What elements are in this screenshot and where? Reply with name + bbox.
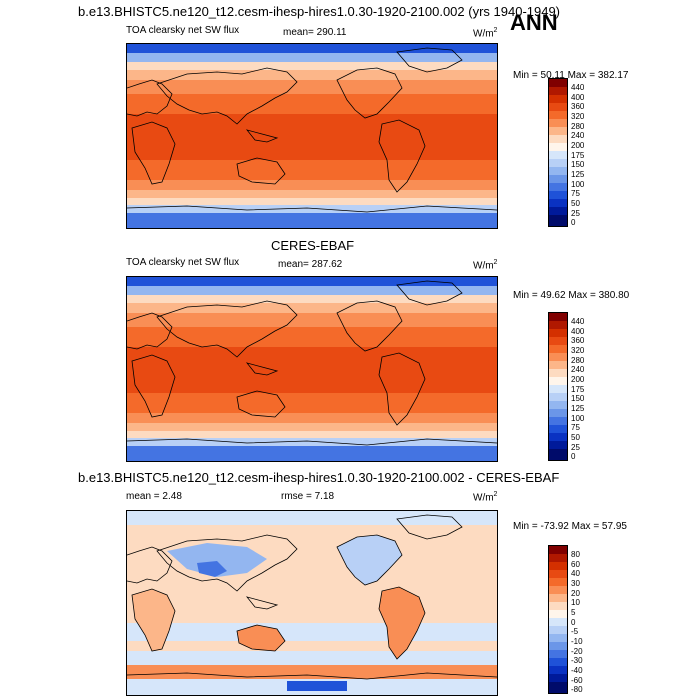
- colorbar-tick: 240: [571, 365, 585, 374]
- colorbar-tick: 400: [571, 327, 585, 336]
- panel-obs-map: [126, 276, 498, 462]
- panel-model-minmax: Min = 50.11 Max = 382.17: [513, 70, 629, 81]
- figure-title: b.e13.BHISTC5.ne120_t12.cesm-ihesp-hires…: [78, 4, 561, 19]
- colorbar-tick: 75: [571, 189, 580, 198]
- colorbar-tick: 30: [571, 579, 580, 588]
- colorbar-tick: 175: [571, 385, 585, 394]
- colorbar-tick: -80: [571, 685, 583, 694]
- panel-diff-rmse: rmse = 7.18: [281, 491, 335, 502]
- panel-obs-title: CERES-EBAF: [271, 238, 355, 253]
- panel-model-mean: mean= 290.11: [283, 27, 347, 38]
- panel-obs-colorbar: [548, 312, 568, 461]
- colorbar-tick: -60: [571, 676, 583, 685]
- colorbar-tick: 150: [571, 160, 585, 169]
- colorbar-tick: 60: [571, 560, 580, 569]
- colorbar-tick: -40: [571, 666, 583, 675]
- colorbar-tick: -30: [571, 656, 583, 665]
- panel-diff-title: b.e13.BHISTC5.ne120_t12.cesm-ihesp-hires…: [78, 470, 560, 485]
- colorbar-tick: 25: [571, 209, 580, 218]
- colorbar-tick: 280: [571, 356, 585, 365]
- panel-diff-units: W/m2: [473, 491, 498, 504]
- colorbar-tick: 40: [571, 569, 580, 578]
- colorbar-tick: 175: [571, 151, 585, 160]
- panel-diff-colorbar: [548, 545, 568, 694]
- panel-model-units: W/m2: [473, 27, 498, 40]
- colorbar-tick: 320: [571, 346, 585, 355]
- colorbar-tick: 280: [571, 122, 585, 131]
- panel-model-map: [126, 43, 498, 229]
- panel-obs-variable-label: TOA clearsky net SW flux: [126, 257, 240, 268]
- colorbar-tick: 50: [571, 433, 580, 442]
- colorbar-tick: 200: [571, 375, 585, 384]
- colorbar-tick: 150: [571, 394, 585, 403]
- panel-obs-minmax: Min = 49.62 Max = 380.80: [513, 290, 630, 301]
- colorbar-tick: 240: [571, 131, 585, 140]
- colorbar-tick: 440: [571, 317, 585, 326]
- colorbar-tick: 20: [571, 589, 580, 598]
- colorbar-tick: 400: [571, 93, 585, 102]
- colorbar-tick: 0: [571, 218, 576, 227]
- season-label: ANN: [510, 10, 558, 35]
- colorbar-tick: 100: [571, 180, 585, 189]
- colorbar-tick: 360: [571, 102, 585, 111]
- colorbar-tick: 25: [571, 443, 580, 452]
- colorbar-tick: 320: [571, 112, 585, 121]
- colorbar-tick: 360: [571, 336, 585, 345]
- colorbar-tick: -5: [571, 627, 579, 636]
- colorbar-tick: 10: [571, 598, 580, 607]
- panel-diff-mean: mean = 2.48: [126, 491, 182, 502]
- colorbar-tick: 125: [571, 170, 585, 179]
- panel-obs-units: W/m2: [473, 259, 498, 272]
- colorbar-tick: -20: [571, 647, 583, 656]
- colorbar-tick: 0: [571, 618, 576, 627]
- colorbar-tick: 75: [571, 423, 580, 432]
- colorbar-tick: 5: [571, 608, 576, 617]
- colorbar-tick: 125: [571, 404, 585, 413]
- colorbar-tick: 80: [571, 550, 580, 559]
- panel-obs-mean: mean= 287.62: [278, 259, 343, 270]
- colorbar-tick: 440: [571, 83, 585, 92]
- panel-diff-map: [126, 510, 498, 696]
- colorbar-tick: 50: [571, 199, 580, 208]
- colorbar-tick: 100: [571, 414, 585, 423]
- colorbar-tick: -10: [571, 637, 583, 646]
- colorbar-tick: 200: [571, 141, 585, 150]
- panel-diff-minmax: Min = -73.92 Max = 57.95: [513, 521, 627, 532]
- panel-model-variable-label: TOA clearsky net SW flux: [126, 25, 240, 36]
- panel-model-colorbar: [548, 78, 568, 227]
- colorbar-tick: 0: [571, 452, 576, 461]
